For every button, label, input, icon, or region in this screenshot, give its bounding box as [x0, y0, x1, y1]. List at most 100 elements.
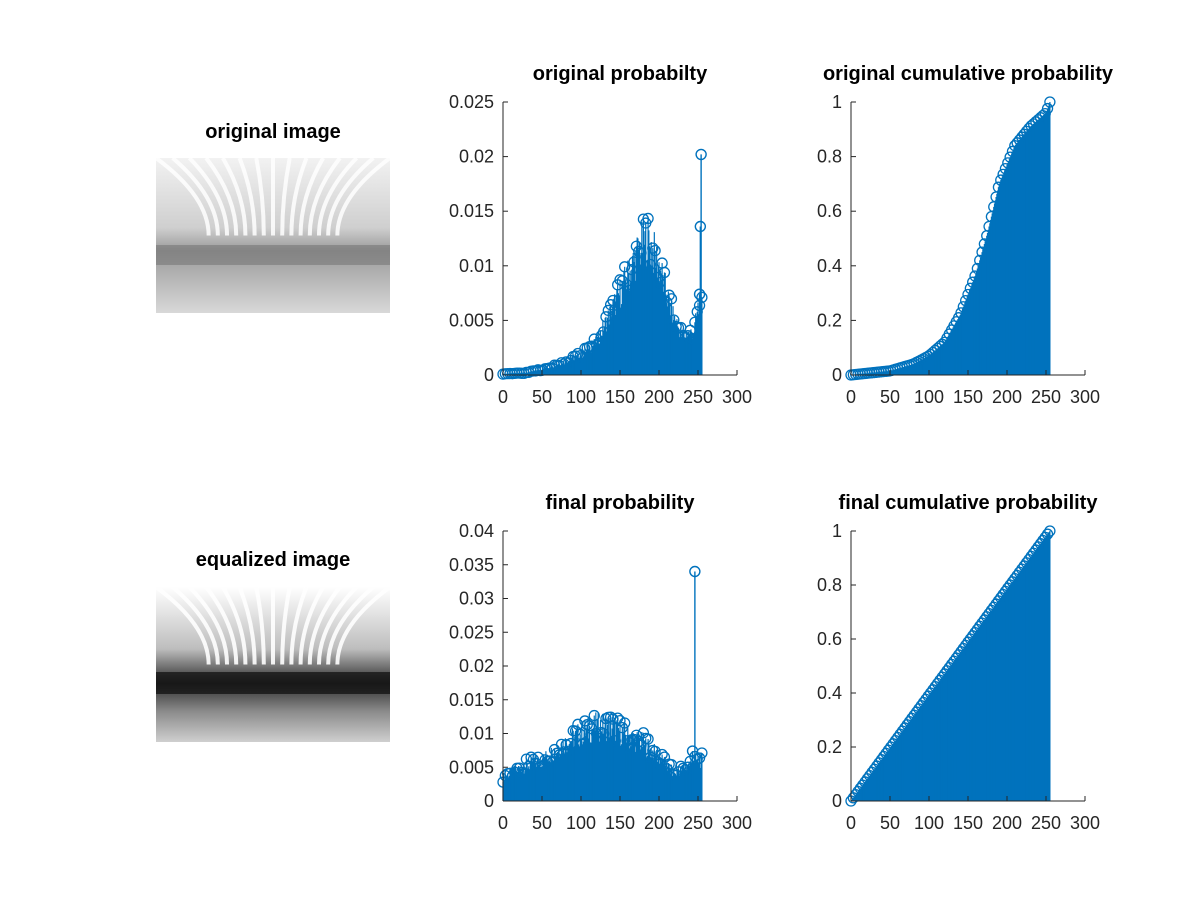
original-image-title: original image: [205, 121, 341, 143]
roof-rib: [298, 156, 325, 236]
roof-rib: [335, 156, 392, 236]
roof-rib: [254, 586, 266, 665]
y-tick-label: 0.025: [449, 92, 494, 112]
y-tick-label: 0.005: [449, 310, 494, 330]
roof-rib: [289, 586, 309, 665]
stem-marker: [656, 748, 668, 761]
y-tick-label: 0.2: [817, 310, 842, 330]
stem-series: [497, 148, 708, 380]
x-tick-label: 100: [566, 387, 596, 407]
x-tick-label: 150: [605, 813, 635, 833]
stem-marker: [696, 291, 708, 303]
roof-rib: [204, 156, 239, 236]
chart-title: final cumulative probability: [839, 492, 1099, 514]
roof-rib: [237, 157, 257, 236]
x-tick-label: 100: [914, 387, 944, 407]
y-tick-label: 0.04: [459, 521, 494, 541]
stem-marker: [588, 709, 600, 722]
roof-rib: [171, 585, 220, 665]
original-image: [154, 156, 392, 313]
chart-original-cumulative-probability: original cumulative probability 0 0.2 0.4 0.…: [817, 63, 1114, 407]
roof-rib: [307, 156, 342, 236]
roof-rib: [204, 585, 239, 665]
x-tick-label: 150: [605, 387, 635, 407]
chart-title: final probability: [546, 492, 696, 514]
spike-marker: [689, 565, 701, 578]
y-tick-label: 0.03: [459, 589, 494, 609]
roof-rib: [280, 157, 292, 236]
chart-final-cumulative-probability: final cumulative probability 0 0.2 0.4 0.6 0.…: [817, 492, 1100, 833]
stem-marker: [1041, 102, 1054, 115]
x-tick-label: 50: [880, 387, 900, 407]
y-tick-label: 0.2: [817, 737, 842, 757]
y-tick-label: 0.015: [449, 201, 494, 221]
roof-rib: [280, 586, 292, 665]
y-tick-label: 0.6: [817, 629, 842, 649]
roof-rib: [298, 585, 325, 665]
stem-marker: [1044, 525, 1056, 537]
chart-title: original cumulative probability: [823, 63, 1114, 85]
y-tick-label: 0.8: [817, 575, 842, 595]
roof-rib: [237, 586, 257, 665]
stem-marker: [642, 733, 654, 745]
y-tick-label: 0.8: [817, 147, 842, 167]
roof-rib: [289, 157, 309, 236]
x-tick-label: 300: [1070, 387, 1100, 407]
x-tick-label: 0: [846, 387, 856, 407]
x-tick-label: 50: [532, 387, 552, 407]
stem-marker: [649, 245, 661, 257]
stem-marker: [1044, 96, 1056, 108]
roof-rib: [221, 156, 248, 236]
chart-final-probability: final probability 0 0.005 0.01 0.015 0.02 0.02…: [449, 492, 752, 833]
stem-marker: [1041, 528, 1054, 540]
roof-rib: [171, 156, 220, 236]
x-tick-label: 250: [1031, 387, 1061, 407]
x-tick-label: 250: [683, 387, 713, 407]
y-tick-label: 0.01: [459, 256, 494, 276]
x-tick-label: 150: [953, 813, 983, 833]
x-tick-label: 250: [1031, 813, 1061, 833]
y-tick-label: 0.6: [817, 201, 842, 221]
y-tick-label: 0.015: [449, 690, 494, 710]
y-tick-label: 0.4: [817, 256, 842, 276]
y-tick-label: 0.02: [459, 656, 494, 676]
y-tick-label: 0.4: [817, 683, 842, 703]
y-tick-label: 0: [484, 365, 494, 385]
roof-rib: [154, 585, 211, 665]
spike-marker: [686, 745, 699, 757]
y-tick-label: 1: [832, 521, 842, 541]
stem-marker: [647, 242, 659, 254]
spike-marker: [695, 148, 707, 161]
y-tick-label: 0.025: [449, 622, 494, 642]
equalized-image-title: equalized image: [196, 549, 351, 571]
roof-rib: [326, 585, 375, 665]
x-tick-label: 0: [498, 813, 508, 833]
y-tick-label: 0.01: [459, 724, 494, 744]
roof-rib: [221, 585, 248, 665]
x-tick-label: 150: [953, 387, 983, 407]
stem-marker: [619, 261, 631, 273]
roof-rib: [307, 585, 342, 665]
x-tick-label: 50: [880, 813, 900, 833]
stem-marker: [665, 293, 678, 305]
chart-original-probability: original probabilty 0 0.005 0.01 0.015 0.02 0.…: [449, 63, 752, 407]
stem-marker: [658, 266, 671, 279]
x-tick-label: 0: [498, 387, 508, 407]
x-tick-label: 50: [532, 813, 552, 833]
chart-title: original probabilty: [533, 63, 708, 85]
x-tick-label: 300: [722, 387, 752, 407]
x-tick-label: 200: [644, 387, 674, 407]
roof-rib: [316, 156, 359, 236]
stem-series: [497, 565, 708, 801]
x-tick-label: 0: [846, 813, 856, 833]
y-tick-label: 0: [832, 365, 842, 385]
stem-marker: [539, 754, 551, 766]
x-tick-label: 200: [992, 813, 1022, 833]
x-tick-label: 300: [1070, 813, 1100, 833]
x-tick-label: 100: [566, 813, 596, 833]
y-tick-label: 0: [832, 791, 842, 811]
stem-marker: [619, 717, 631, 729]
x-tick-label: 100: [914, 813, 944, 833]
x-tick-label: 250: [683, 813, 713, 833]
